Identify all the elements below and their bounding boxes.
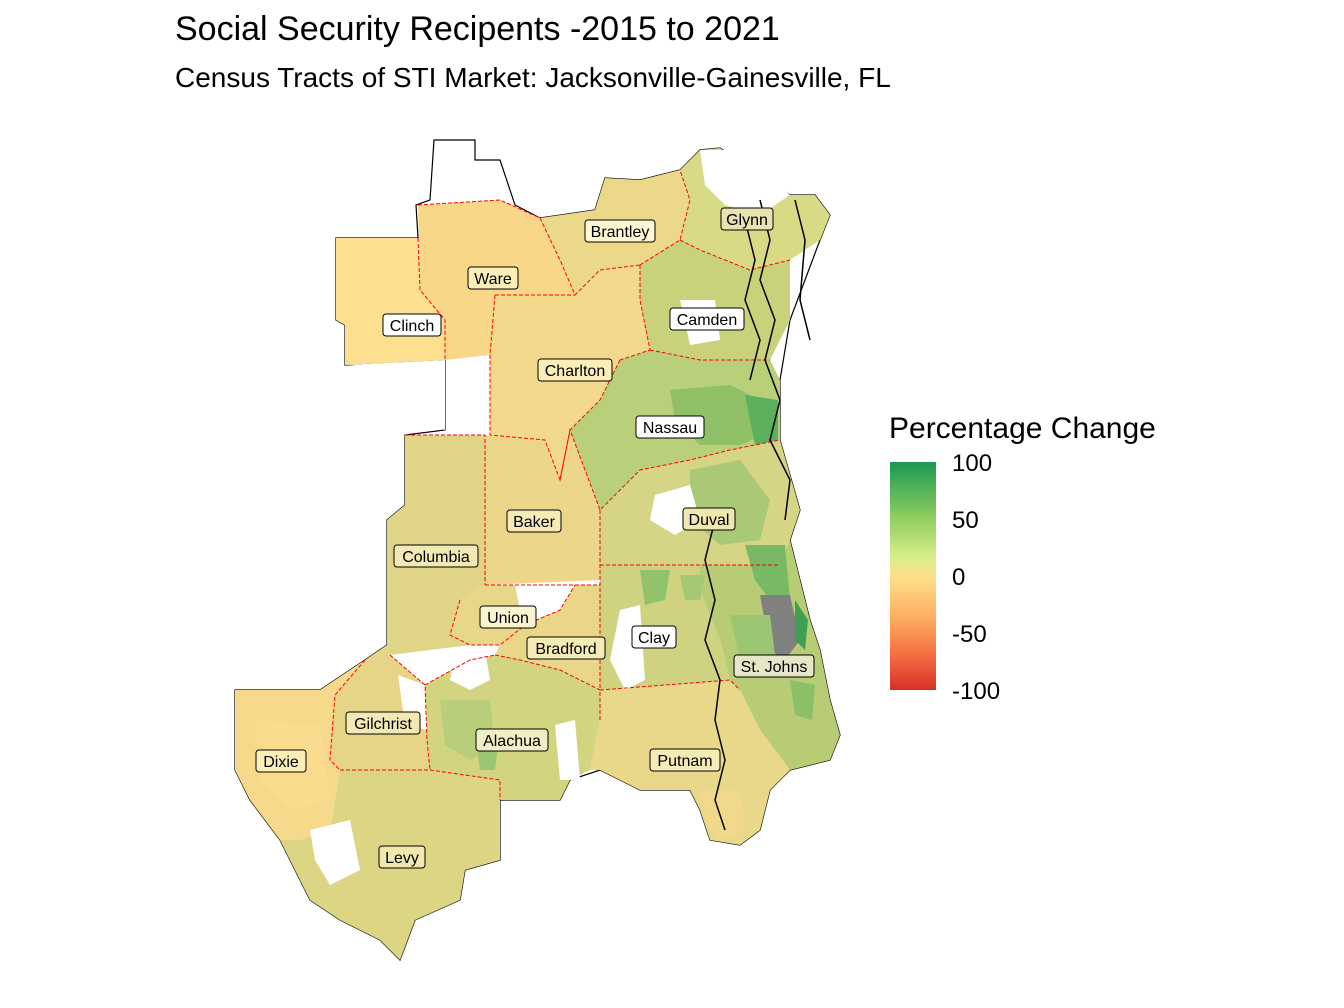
svg-text:Levy: Levy: [385, 850, 419, 867]
label-bradford: Bradford: [526, 636, 606, 660]
legend-tick-100: 100: [952, 450, 993, 477]
label-gilchrist: Gilchrist: [345, 711, 421, 735]
svg-text:St. Johns: St. Johns: [741, 659, 808, 676]
svg-text:Columbia: Columbia: [402, 549, 470, 566]
legend-tick-0: 0: [952, 564, 966, 591]
svg-text:Clay: Clay: [638, 630, 670, 647]
label-brantley: Brantley: [584, 219, 656, 243]
label-duval: Duval: [682, 507, 736, 531]
svg-text:Glynn: Glynn: [726, 212, 768, 229]
county-baker[interactable]: [485, 430, 600, 585]
svg-text:Union: Union: [487, 610, 529, 627]
svg-text:Brantley: Brantley: [591, 224, 650, 241]
label-baker: Baker: [506, 509, 562, 533]
county-alachua[interactable]: [425, 655, 600, 800]
svg-text:Baker: Baker: [513, 514, 555, 531]
svg-text:Camden: Camden: [677, 312, 737, 329]
svg-text:Dixie: Dixie: [263, 754, 299, 771]
map-subtitle: Census Tracts of STI Market: Jacksonvill…: [175, 62, 891, 93]
label-glynn: Glynn: [720, 207, 774, 231]
svg-text:Duval: Duval: [689, 512, 730, 529]
svg-text:Charlton: Charlton: [545, 363, 605, 380]
map-title: Social Security Recipents -2015 to 2021: [175, 10, 780, 48]
label-columbia: Columbia: [393, 544, 479, 568]
label-union: Union: [479, 605, 537, 629]
county-gilchrist[interactable]: [330, 645, 430, 770]
county-borders: [329, 169, 791, 800]
label-putnam: Putnam: [649, 748, 721, 772]
label-ware: Ware: [467, 266, 519, 290]
legend-tick-neg100: -100: [952, 678, 1001, 705]
legend-tick-neg50: -50: [952, 621, 987, 648]
label-levy: Levy: [378, 845, 426, 869]
coastline: [704, 199, 811, 831]
label-clinch: Clinch: [382, 313, 442, 337]
svg-text:Nassau: Nassau: [643, 420, 697, 437]
svg-text:Ware: Ware: [474, 271, 512, 288]
svg-text:Bradford: Bradford: [535, 641, 596, 658]
legend-title: Percentage Change: [889, 412, 1156, 445]
svg-text:Alachua: Alachua: [483, 733, 541, 750]
label-alachua: Alachua: [475, 728, 549, 752]
label-charlton: Charlton: [537, 358, 613, 382]
svg-text:Putnam: Putnam: [657, 753, 712, 770]
label-camden: Camden: [669, 307, 745, 331]
legend-tick-50: 50: [952, 507, 979, 534]
svg-text:Gilchrist: Gilchrist: [354, 716, 412, 733]
county-labels: Brantley Glynn Ware Clinch Camden Charlt…: [255, 207, 815, 869]
svg-text:Clinch: Clinch: [390, 318, 434, 335]
label-nassau: Nassau: [635, 415, 705, 439]
label-clay: Clay: [631, 625, 677, 649]
legend-colorbar: [890, 462, 936, 690]
label-dixie: Dixie: [255, 749, 307, 773]
label-st-johns: St. Johns: [733, 654, 815, 678]
